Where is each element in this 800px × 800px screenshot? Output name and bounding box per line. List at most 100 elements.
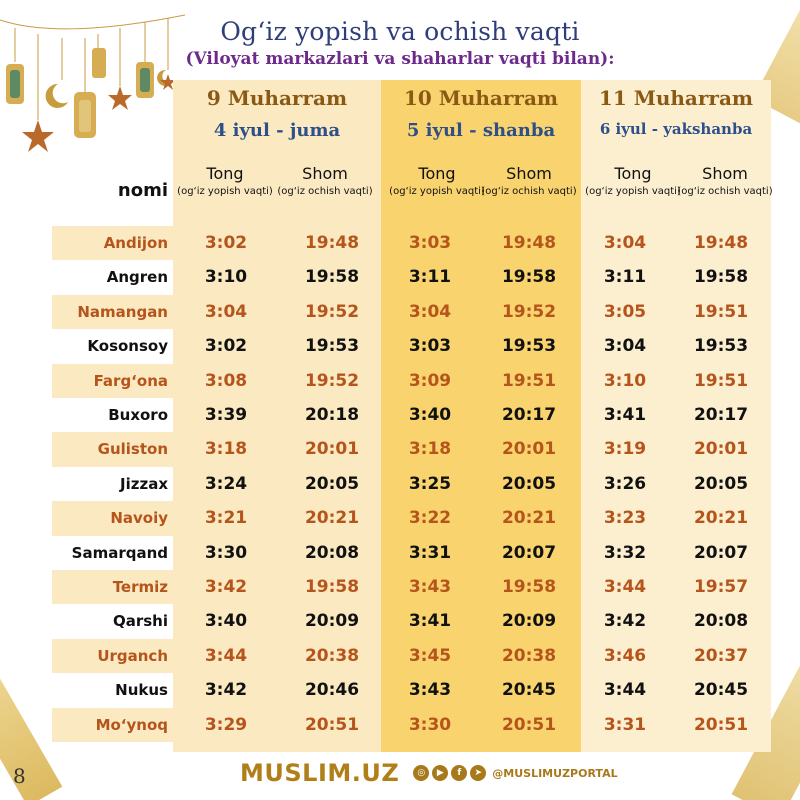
page-subtitle: (Viloyat markazlari va shaharlar vaqti b…	[185, 49, 615, 69]
tong-time-cell: 3:10	[204, 267, 248, 288]
shom-time-cell: 19:58	[304, 577, 360, 597]
shom-time-cell: 20:09	[304, 611, 360, 632]
city-name: Farg‘ona	[93, 371, 168, 390]
shom-time-cell: 19:53	[501, 336, 557, 357]
tong-column-header: Tong (og‘iz yopish vaqti)	[389, 164, 485, 199]
shom-time-cell: 19:48	[693, 233, 749, 253]
column-header-note: (og‘iz ochish vaqti)	[677, 186, 773, 197]
city-name: Nukus	[115, 681, 168, 700]
shom-time-cell: 20:01	[693, 439, 749, 460]
city-name: Jizzax	[120, 474, 168, 493]
star-icon	[160, 74, 176, 90]
hijri-date: 9 Muharram	[206, 86, 348, 110]
table-row: Namangan 3:04 19:52 3:04 19:52 3:05 19:51	[0, 294, 800, 330]
shom-time-cell: 20:37	[693, 645, 749, 666]
table-row: Kosonsoy 3:02 19:53 3:03 19:53 3:04 19:53	[0, 329, 800, 363]
tong-time-cell: 3:41	[408, 611, 452, 632]
shom-time-cell: 20:05	[304, 473, 360, 494]
day-column-background	[581, 80, 771, 752]
table-row: Urganch 3:44 20:38 3:45 20:38 3:46 20:37	[0, 638, 800, 674]
column-header-label: Tong	[206, 164, 244, 183]
table-row: Andijon 3:02 19:48 3:03 19:48 3:04 19:48	[0, 226, 800, 261]
tong-time-cell: 3:04	[408, 301, 452, 322]
tong-time-cell: 3:45	[408, 645, 452, 666]
tong-time-cell: 3:40	[204, 611, 248, 632]
telegram-icon[interactable]: ➤	[470, 765, 487, 781]
shom-column-header: Shom (og‘iz ochish vaqti)	[677, 164, 773, 199]
column-header-note: (og‘iz ochish vaqti)	[277, 186, 373, 197]
shom-time-cell: 20:38	[501, 645, 557, 666]
shom-time-cell: 20:51	[501, 714, 557, 735]
city-name: Guliston	[97, 440, 168, 459]
tong-time-cell: 3:44	[603, 680, 647, 701]
shom-time-cell: 19:51	[693, 301, 749, 322]
hanging-lanterns-decoration	[0, 14, 185, 152]
shom-time-cell: 20:07	[501, 542, 557, 563]
footer: MUSLIM.UZ ◎ ▶ f ➤ @MUSLIMUZPORTAL	[240, 758, 618, 788]
tong-time-cell: 3:44	[204, 645, 248, 666]
shom-time-cell: 20:08	[693, 611, 749, 632]
shom-time-cell: 20:01	[304, 439, 360, 460]
city-name: Mo‘ynoq	[95, 715, 168, 734]
tong-time-cell: 3:02	[204, 233, 248, 253]
shom-time-cell: 20:07	[693, 542, 749, 563]
crescent-moon-icon	[157, 69, 172, 86]
shom-time-cell: 19:58	[501, 577, 557, 597]
hijri-date: 11 Muharram	[598, 86, 754, 110]
column-header-label: Shom	[702, 164, 748, 183]
tong-time-cell: 3:09	[408, 370, 452, 391]
hijri-date: 10 Muharram	[403, 86, 559, 110]
row-name-background	[52, 707, 173, 742]
tong-time-cell: 3:44	[603, 577, 647, 597]
tong-time-cell: 3:03	[408, 336, 452, 357]
table-row: Navoiy 3:21 20:21 3:22 20:21 3:23 20:21	[0, 501, 800, 536]
shom-time-cell: 20:45	[501, 680, 557, 701]
tong-time-cell: 3:24	[204, 473, 248, 494]
shom-time-cell: 20:45	[693, 680, 749, 701]
shom-time-cell: 20:17	[501, 405, 557, 425]
facebook-icon[interactable]: f	[451, 765, 468, 781]
youtube-icon[interactable]: ▶	[432, 765, 449, 781]
name-column-header: nomi	[117, 180, 168, 201]
tong-time-cell: 3:29	[204, 714, 248, 735]
shom-time-cell: 20:18	[304, 405, 360, 425]
column-header-label: Shom	[302, 164, 348, 183]
shom-time-cell: 20:01	[501, 439, 557, 460]
tong-time-cell: 3:02	[204, 336, 248, 357]
instagram-icon[interactable]: ◎	[413, 765, 430, 781]
shom-time-cell: 20:09	[501, 611, 557, 632]
shom-time-cell: 20:17	[693, 405, 749, 425]
column-header-note: (og‘iz yopish vaqti)	[177, 186, 273, 197]
shom-time-cell: 20:21	[693, 508, 749, 529]
column-header-label: Shom	[506, 164, 552, 183]
tong-time-cell: 3:30	[204, 542, 248, 563]
tong-time-cell: 3:22	[408, 508, 452, 529]
tong-time-cell: 3:31	[408, 542, 452, 563]
city-name: Urganch	[97, 646, 168, 665]
column-header-label: Tong	[614, 164, 652, 183]
shom-time-cell: 20:38	[304, 645, 360, 666]
tong-time-cell: 3:42	[204, 680, 248, 701]
tong-time-cell: 3:43	[408, 577, 452, 597]
tong-time-cell: 3:21	[204, 508, 248, 529]
column-header-note: (og‘iz yopish vaqti)	[585, 186, 681, 197]
shom-time-cell: 19:53	[304, 336, 360, 357]
shom-time-cell: 19:51	[501, 370, 557, 391]
tong-time-cell: 3:11	[408, 267, 452, 288]
shom-time-cell: 19:58	[304, 267, 360, 288]
row-name-background	[52, 501, 173, 536]
social-handle: @MUSLIMUZPORTAL	[492, 766, 618, 780]
tong-time-cell: 3:43	[408, 680, 452, 701]
tong-time-cell: 3:42	[204, 577, 248, 597]
city-name: Namangan	[77, 302, 168, 321]
day-header: 11 Muharram 6 iyul - yakshanba	[581, 86, 771, 138]
column-header-label: Tong	[418, 164, 456, 183]
shom-time-cell: 19:57	[693, 577, 749, 597]
row-name-background	[52, 226, 173, 261]
tong-time-cell: 3:23	[603, 508, 647, 529]
row-name-background	[52, 363, 173, 398]
row-name-background	[52, 638, 173, 674]
shom-time-cell: 19:52	[304, 301, 360, 322]
shom-column-header: Shom (og‘iz ochish vaqti)	[277, 164, 373, 199]
tong-time-cell: 3:39	[204, 405, 248, 425]
